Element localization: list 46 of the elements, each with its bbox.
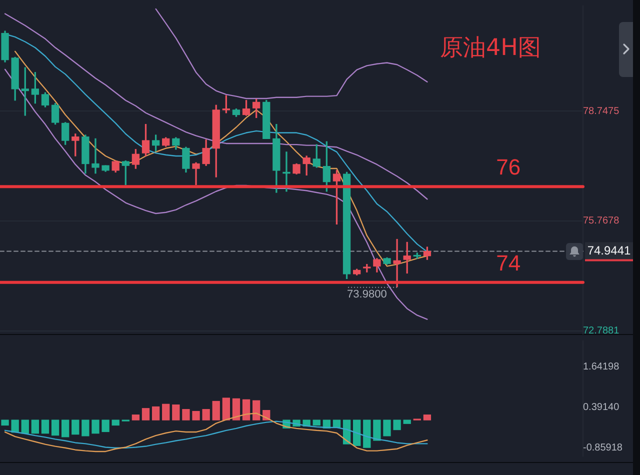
y-tick-label: 0.39140 [583, 402, 620, 414]
ref-line-label: 74.9441 [587, 244, 632, 258]
bar [72, 420, 80, 435]
bar [11, 420, 19, 433]
bar [92, 420, 100, 434]
bar [363, 420, 371, 448]
y-tick-label: 75.7678 [583, 216, 620, 227]
bar [353, 420, 361, 446]
bar [51, 420, 60, 436]
bar [132, 414, 140, 420]
annotation: 74 [496, 250, 521, 276]
bar [312, 420, 320, 426]
bar [222, 398, 230, 420]
bar [373, 420, 381, 441]
bar [393, 420, 401, 430]
y-tick-label: 1.64198 [583, 362, 620, 373]
bar [383, 420, 391, 436]
bar [152, 406, 160, 420]
y-tick-label: 72.7881 [583, 326, 620, 337]
bar [172, 404, 180, 420]
bar [403, 420, 411, 424]
y-tick-label: 78.7475 [583, 106, 620, 117]
y-tick-label: -0.85918 [583, 442, 623, 454]
bar [102, 420, 110, 432]
bar [232, 398, 240, 420]
bar [332, 420, 341, 428]
bar [423, 414, 432, 420]
bar [242, 399, 250, 420]
bar [82, 420, 90, 436]
annotation: 73.9800 [347, 288, 387, 300]
bar [162, 404, 170, 420]
annotation: 76 [496, 154, 521, 180]
text: 原油4H图 [440, 35, 541, 61]
bar [1, 420, 9, 426]
candlestick [363, 264, 371, 272]
bar [112, 420, 120, 426]
bar [142, 408, 150, 420]
bar [212, 400, 220, 420]
bar [182, 409, 190, 420]
bar [252, 400, 260, 420]
bar [62, 420, 70, 438]
bar [202, 409, 210, 420]
bar [31, 420, 40, 434]
bar [192, 410, 200, 420]
bar [41, 420, 50, 434]
bar [21, 420, 29, 434]
